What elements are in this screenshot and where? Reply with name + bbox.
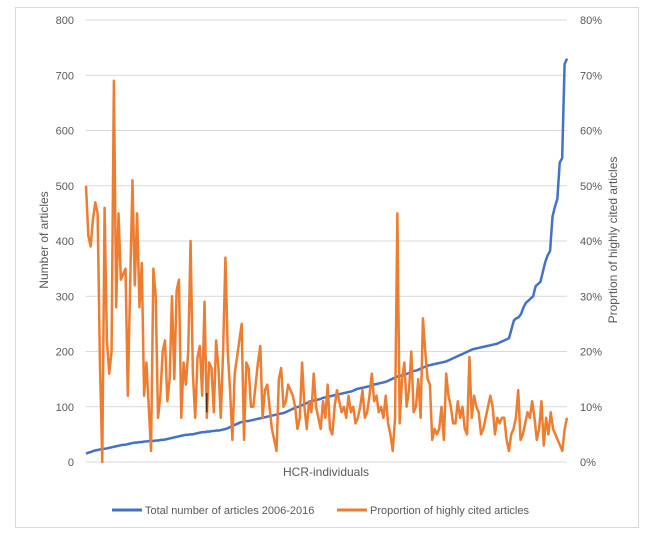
left-tick-label: 600	[56, 126, 74, 138]
legend-label-proportion-highly-cited: Proportion of highly cited articles	[370, 505, 529, 517]
left-tick-label: 0	[68, 457, 74, 469]
series-proportion-highly-cited-line	[84, 79, 569, 464]
y-axis-title-left: Number of articles	[37, 191, 51, 288]
gridlines	[86, 19, 567, 463]
right-axis-ticks: 0% 10% 20% 30% 40% 50% 60% 70% 80%	[580, 15, 602, 469]
right-tick-label: 20%	[580, 347, 602, 359]
y-axis-title-right: Proprtion of highly cited articles	[606, 157, 620, 324]
chart-frame	[15, 7, 639, 528]
right-tick-label: 40%	[580, 236, 602, 248]
left-tick-label: 400	[56, 236, 74, 248]
right-tick-label: 10%	[580, 402, 602, 414]
legend-label-total-articles: Total number of articles 2006-2016	[145, 505, 314, 517]
right-tick-label: 30%	[580, 291, 602, 303]
left-tick-label: 500	[56, 181, 74, 193]
left-tick-label: 800	[56, 15, 74, 27]
right-tick-label: 70%	[580, 70, 602, 82]
right-tick-label: 60%	[580, 126, 602, 138]
left-axis-ticks: 0 100 200 300 400 500 600 700 800	[56, 15, 74, 469]
legend: Total number of articles 2006-2016 Propo…	[112, 505, 529, 517]
left-tick-label: 100	[56, 402, 74, 414]
x-axis-title: HCR-individuals	[283, 465, 369, 479]
left-tick-label: 300	[56, 291, 74, 303]
left-tick-label: 700	[56, 70, 74, 82]
right-tick-label: 80%	[580, 15, 602, 27]
left-tick-label: 200	[56, 347, 74, 359]
right-tick-label: 50%	[580, 181, 602, 193]
right-tick-label: 0%	[580, 457, 596, 469]
